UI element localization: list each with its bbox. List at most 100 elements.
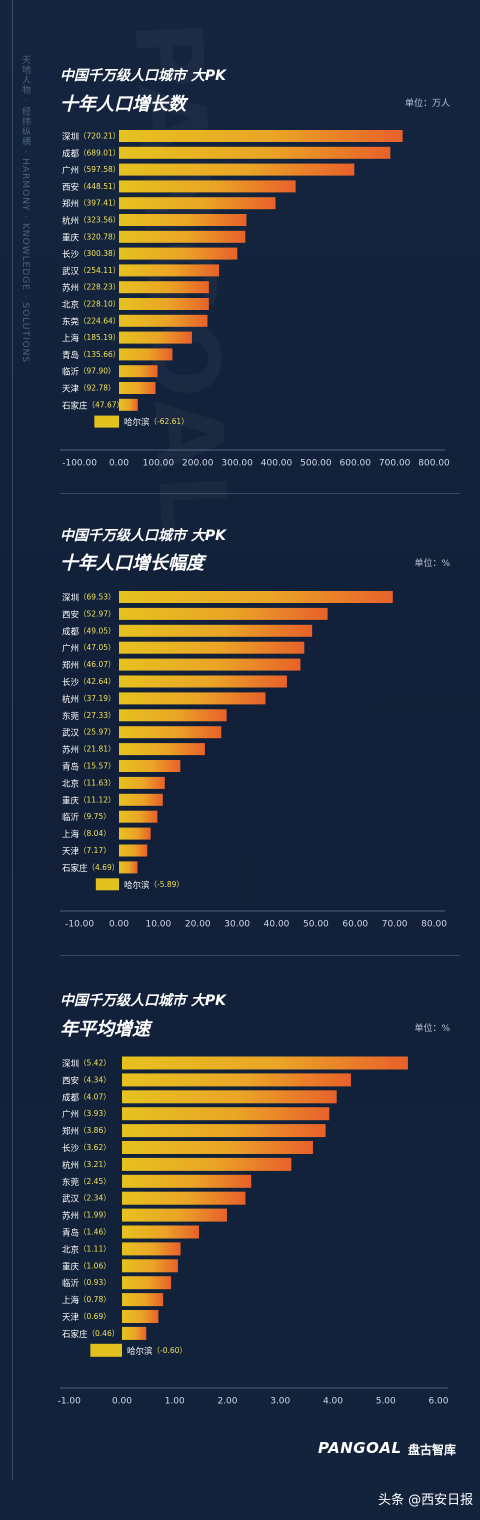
category-name: 深圳	[62, 131, 79, 142]
bar	[119, 827, 151, 840]
chart-panel-growth-rate: 中国千万级人口城市 大PK 十年人口增长幅度 单位：% -10.00 0.00 10…	[60, 528, 450, 930]
value-label: （8.04）	[79, 829, 111, 838]
bar	[122, 1259, 178, 1273]
category-name: 长沙	[62, 249, 80, 260]
bar-category-label: 石家庄（4.69）	[62, 862, 119, 873]
bar	[119, 861, 138, 874]
category-name: 北京	[62, 1244, 79, 1255]
category-name: 西安	[62, 181, 79, 192]
category-name: 天津	[62, 846, 80, 857]
category-name: 天津	[62, 383, 80, 394]
bar-category-label: 青岛（1.46）	[62, 1227, 111, 1238]
category-name: 深圳	[62, 592, 79, 603]
value-label: （3.93）	[79, 1109, 111, 1118]
bar-chart-growth-rate: -10.00 0.00 10.00 20.00 30.00 40.00 50.00 60.00…	[60, 591, 447, 930]
bar	[119, 281, 209, 294]
footer-credit: 头条 @西安日报	[378, 1493, 474, 1508]
x-tick-label: 2.00	[217, 1397, 237, 1407]
bar	[119, 230, 246, 243]
category-name: 重庆	[62, 795, 80, 806]
category-name: 石家庄	[62, 1328, 88, 1339]
bar	[119, 214, 247, 226]
category-name: 武汉	[62, 1193, 80, 1204]
x-tick-label: -100.00	[62, 459, 97, 469]
bar	[119, 607, 328, 620]
chart-panel-growth-count: 中国千万级人口城市 大PK 十年人口增长数 单位：万人 -100.00 0.00 1…	[0, 0, 480, 480]
value-label: （689.01）	[79, 148, 120, 157]
unit-label: 单位：%	[414, 559, 450, 569]
value-label: （2.34）	[79, 1194, 111, 1203]
x-tick-label: 500.00	[300, 459, 332, 469]
bar-category-label: 石家庄（47.67）	[62, 400, 124, 411]
value-label: （300.38）	[79, 249, 120, 258]
unit-label: 单位：万人	[404, 99, 450, 109]
category-name: 杭州	[62, 1159, 79, 1170]
bar-category-label: 北京（1.11）	[62, 1244, 111, 1255]
category-name: 上海	[62, 829, 80, 840]
value-label: （92.78）	[79, 384, 115, 393]
category-name: 北京	[62, 299, 79, 310]
bar-category-label: 郑州（3.86）	[62, 1126, 111, 1137]
value-label: （47.05）	[79, 643, 115, 652]
x-tick-label: 60.00	[342, 920, 368, 930]
category-name: 杭州	[62, 215, 79, 226]
bar-category-label: 临沂（97.90）	[62, 366, 116, 377]
category-name: 石家庄	[62, 862, 88, 873]
value-label: （3.86）	[79, 1126, 111, 1135]
value-label: （4.69）	[88, 863, 120, 872]
x-tick-label: 0.00	[112, 1397, 132, 1407]
bar	[119, 180, 296, 193]
value-label: （135.66）	[79, 350, 120, 359]
category-name: 郑州	[62, 660, 79, 671]
value-label: （-5.89）	[150, 880, 184, 889]
value-label: （0.46）	[88, 1329, 120, 1338]
bar-category-label: 武汉（254.11）	[62, 265, 120, 276]
bar-category-label: 郑州（397.41）	[62, 198, 120, 209]
category-name: 成都	[62, 1092, 80, 1103]
unit-label: 单位：%	[414, 1024, 450, 1034]
x-tick-label: 1.00	[165, 1397, 185, 1407]
category-name: 广州	[62, 1109, 79, 1120]
x-tick-label: 700.00	[379, 459, 411, 469]
value-label: （37.19）	[79, 694, 115, 703]
bar-category-label: 东莞（2.45）	[62, 1176, 111, 1187]
x-tick-label: 10.00	[145, 920, 171, 930]
bar	[122, 1124, 326, 1138]
value-label: （1.46）	[79, 1228, 111, 1237]
bar-category-label: 西安（4.34）	[62, 1075, 111, 1086]
bar-category-label: 长沙（42.64）	[62, 677, 116, 688]
bar	[122, 1090, 337, 1104]
category-name: 天津	[62, 1312, 80, 1323]
value-label: （1.11）	[79, 1244, 111, 1253]
bar	[122, 1073, 351, 1087]
value-label: （21.81）	[79, 745, 115, 754]
value-label: （448.51）	[79, 182, 120, 191]
bar	[119, 348, 173, 361]
bar	[119, 844, 148, 857]
value-label: （4.34）	[79, 1075, 111, 1084]
x-tick-label: 5.00	[376, 1397, 396, 1407]
category-name: 广州	[62, 643, 79, 654]
category-name: 杭州	[62, 693, 79, 704]
bar	[119, 810, 158, 823]
value-label: （254.11）	[79, 266, 120, 275]
bar-category-label: 天津（7.17）	[62, 846, 111, 857]
bar	[119, 365, 158, 378]
bar	[119, 314, 208, 327]
value-label: （11.63）	[79, 778, 115, 787]
bar-category-label: 哈尔滨（-5.89）	[124, 879, 184, 890]
value-label: （597.58）	[79, 165, 120, 174]
value-label: （46.07）	[79, 660, 115, 669]
bar-category-label: 东莞（224.64）	[62, 316, 120, 327]
bar-category-label: 深圳（5.42）	[62, 1058, 111, 1069]
bar-category-label: 苏州（21.81）	[62, 744, 116, 755]
value-label: （320.78）	[79, 232, 120, 241]
bar	[122, 1293, 164, 1307]
category-name: 哈尔滨	[124, 879, 150, 890]
bar	[119, 760, 181, 772]
bar	[119, 641, 305, 654]
bar	[122, 1191, 246, 1205]
bar-category-label: 广州（597.58）	[62, 165, 120, 176]
bar	[122, 1056, 408, 1070]
bar-category-label: 深圳（720.21）	[62, 131, 120, 142]
